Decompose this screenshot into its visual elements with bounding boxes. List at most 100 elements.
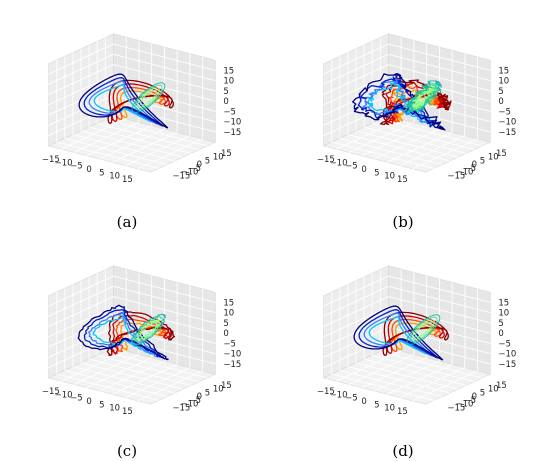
grid-line bbox=[48, 74, 114, 106]
panel-d: −15−10−5 0 5 10 15151050−5−10−15151050−5−10−… bbox=[317, 265, 516, 417]
series-line-10 bbox=[136, 318, 161, 341]
panel-a: −15−10−5 0 5 10 15151050−5−10−15151050−5−10−… bbox=[42, 33, 241, 185]
series-line-11 bbox=[409, 316, 438, 343]
grid-line bbox=[399, 135, 466, 167]
z-tick-label: −5 bbox=[498, 107, 511, 117]
y-tick-label: −10 bbox=[455, 168, 473, 178]
y-tick-label: 15 bbox=[496, 149, 507, 159]
z-tick-label: −10 bbox=[223, 350, 241, 360]
grid-line bbox=[387, 131, 453, 163]
grid-line bbox=[124, 367, 191, 399]
grid-line bbox=[113, 296, 216, 324]
series-line-10 bbox=[412, 319, 435, 340]
x-tick-label: −5 bbox=[345, 162, 358, 172]
x-tick-label: −10 bbox=[55, 158, 73, 168]
grid-line bbox=[323, 43, 389, 75]
grid-line bbox=[48, 306, 114, 338]
z-tick-label: 15 bbox=[223, 298, 234, 308]
x-tick-label: 10 bbox=[109, 404, 120, 414]
panel-b: −15−10−5 0 5 10 15151050−5−10−15151050−5−10−… bbox=[317, 33, 516, 185]
series-line-12 bbox=[130, 313, 166, 346]
grid-line bbox=[323, 53, 389, 85]
grid-line bbox=[388, 296, 491, 324]
x-tick-label: −10 bbox=[330, 158, 348, 168]
x-tick-label: −15 bbox=[317, 387, 335, 397]
x-tick-label: −5 bbox=[70, 162, 83, 172]
grid-line bbox=[323, 285, 389, 317]
y-tick-label: 10 bbox=[488, 385, 499, 395]
z-tick-label: −10 bbox=[498, 350, 516, 360]
series-line-8 bbox=[352, 73, 446, 131]
grid-line bbox=[105, 119, 208, 147]
grid-line bbox=[355, 362, 459, 390]
grid-line bbox=[124, 135, 191, 167]
panel-label-b: (b) bbox=[392, 213, 413, 231]
grid-line bbox=[48, 53, 114, 85]
z-tick-label: 0 bbox=[223, 97, 228, 107]
grid-line bbox=[323, 306, 389, 338]
grid-line bbox=[323, 296, 389, 327]
grid-line bbox=[355, 130, 459, 158]
grid-line bbox=[412, 370, 478, 402]
z-tick-label: 10 bbox=[223, 309, 234, 319]
x-tick-label: 5 bbox=[99, 168, 104, 178]
grid-line bbox=[363, 358, 467, 386]
y-tick-label: 15 bbox=[221, 381, 232, 391]
y-tick-label: 10 bbox=[213, 153, 224, 163]
x-tick-label: 10 bbox=[109, 172, 120, 182]
grid-line bbox=[387, 363, 453, 395]
grid-line bbox=[323, 275, 389, 307]
series-line-11 bbox=[133, 316, 164, 344]
z-tick-label: −10 bbox=[223, 118, 241, 128]
grid-line bbox=[399, 367, 466, 399]
x-tick-label: 15 bbox=[397, 407, 408, 417]
grid-line bbox=[380, 351, 483, 379]
grid-line bbox=[105, 351, 208, 379]
z-tick-label: −15 bbox=[223, 360, 241, 370]
y-tick-label: 15 bbox=[496, 381, 507, 391]
x-tick-label: −15 bbox=[42, 155, 60, 165]
series-line-7 bbox=[83, 308, 165, 359]
series-line-4 bbox=[382, 311, 449, 356]
y-tick-label: 15 bbox=[221, 149, 232, 159]
y-tick-label: −5 bbox=[464, 164, 477, 174]
y-tick-label: 0 bbox=[472, 160, 477, 170]
grid-line bbox=[388, 275, 491, 303]
x-tick-label: 10 bbox=[384, 172, 395, 182]
series-line-9 bbox=[139, 89, 157, 106]
grid-line bbox=[113, 275, 216, 303]
y-tick-label: 0 bbox=[197, 392, 202, 402]
grid-line bbox=[48, 296, 114, 327]
grid-line bbox=[388, 285, 491, 314]
grid-line bbox=[48, 64, 114, 95]
panel-label-d: (d) bbox=[392, 442, 413, 460]
x-tick-label: 0 bbox=[361, 397, 366, 407]
series-line-12 bbox=[131, 82, 166, 113]
series-line-8 bbox=[78, 73, 169, 129]
z-tick-label: −15 bbox=[498, 360, 516, 370]
z-tick-label: 10 bbox=[223, 77, 234, 87]
grid-line bbox=[388, 53, 491, 82]
series-line-4 bbox=[106, 311, 176, 356]
grid-line bbox=[388, 74, 491, 102]
series-line-9 bbox=[414, 321, 432, 338]
grid-line bbox=[112, 363, 178, 395]
grid-line bbox=[88, 126, 192, 154]
series-line-9 bbox=[138, 321, 159, 339]
grid-line bbox=[388, 43, 491, 71]
grid-line bbox=[113, 43, 216, 71]
x-tick-label: 15 bbox=[122, 175, 133, 185]
y-tick-label: 5 bbox=[480, 388, 485, 398]
z-tick-label: 10 bbox=[498, 309, 509, 319]
grid-line bbox=[380, 119, 483, 147]
panel-c: −15−10−5 0 5 10 15151050−5−10−15151050−5−10−… bbox=[42, 265, 241, 417]
grid-line bbox=[88, 358, 192, 386]
grid-line bbox=[80, 130, 184, 158]
z-tick-label: 0 bbox=[498, 329, 503, 339]
grid-line bbox=[363, 126, 467, 154]
series-line-8 bbox=[353, 305, 444, 361]
x-tick-label: 5 bbox=[374, 168, 379, 178]
x-tick-label: 0 bbox=[86, 397, 91, 407]
y-tick-label: −15 bbox=[447, 171, 465, 181]
